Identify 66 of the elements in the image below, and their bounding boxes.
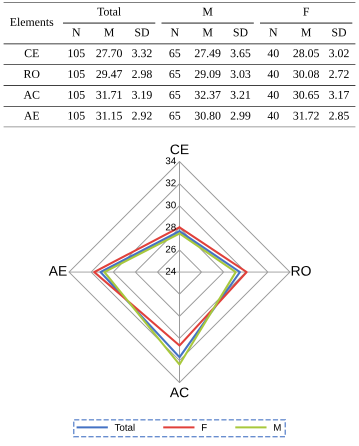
text: 31.71 — [96, 90, 122, 99]
text: 29.09 — [194, 70, 220, 78]
y-tick-label: 34 — [166, 157, 176, 164]
y-tick-label: 32 — [166, 179, 176, 186]
text: 27.70 — [96, 49, 122, 58]
category-label: M — [301, 28, 312, 36]
text: 28.05 — [293, 49, 319, 58]
text: 3.32 — [132, 49, 152, 58]
category-label: AE — [24, 112, 40, 120]
category-label: SD — [332, 28, 346, 36]
text: 40 — [268, 70, 279, 78]
text: 3.19 — [132, 90, 152, 99]
y-tick-label: 24 — [166, 268, 176, 275]
text: 30.80 — [194, 112, 220, 120]
category-label: N — [269, 28, 278, 36]
y-tick-label: 28 — [166, 224, 176, 230]
spoke-label: CE — [170, 144, 189, 154]
category-label: SD — [234, 28, 248, 36]
category-label: M — [202, 28, 213, 36]
text: 30.65 — [293, 90, 319, 99]
category-label: N — [72, 28, 80, 36]
text: 40 — [268, 49, 279, 58]
text: F — [303, 8, 310, 16]
text: 105 — [68, 112, 85, 120]
y-tick-label: 30 — [166, 202, 176, 208]
text: M — [202, 8, 213, 16]
text: 105 — [68, 49, 85, 58]
category-label: AC — [24, 90, 40, 99]
text: 31.72 — [293, 112, 319, 120]
text: 2.85 — [329, 112, 349, 120]
spoke-label: AE — [48, 266, 67, 276]
text: 3.03 — [230, 70, 250, 78]
text: 3.21 — [230, 90, 250, 99]
spoke-label: RO — [292, 266, 311, 276]
text: 105 — [68, 90, 85, 99]
text: 2.92 — [132, 112, 152, 120]
category-label: CE — [24, 49, 39, 58]
text: 3.02 — [329, 49, 349, 58]
text: 105 — [68, 70, 85, 78]
legend-label: M — [274, 424, 281, 431]
text: 32.37 — [194, 90, 221, 99]
category-label: RO — [24, 70, 40, 78]
text: 65 — [169, 112, 180, 120]
category-label: M — [104, 28, 114, 36]
text: 65 — [169, 90, 180, 99]
legend-label: F — [202, 424, 207, 431]
text: 40 — [268, 112, 279, 120]
text: 65 — [169, 70, 180, 78]
text: 2.72 — [329, 70, 349, 78]
text: Elements — [10, 18, 54, 26]
text: 27.49 — [194, 49, 220, 58]
text: 2.99 — [230, 112, 250, 120]
text: 3.17 — [329, 90, 349, 99]
text: 29.47 — [96, 70, 122, 78]
text: 31.15 — [96, 112, 122, 120]
text: 30.08 — [293, 70, 319, 78]
category-label: N — [170, 28, 179, 36]
y-tick-label: 26 — [166, 246, 176, 253]
legend-label: Total — [114, 424, 134, 431]
text: 65 — [169, 49, 180, 58]
spoke-label: AC — [170, 387, 189, 398]
text: 40 — [268, 90, 279, 99]
text: 2.98 — [132, 70, 152, 78]
category-label: SD — [135, 28, 150, 36]
text: 3.65 — [230, 49, 250, 58]
text: Total — [97, 7, 121, 16]
